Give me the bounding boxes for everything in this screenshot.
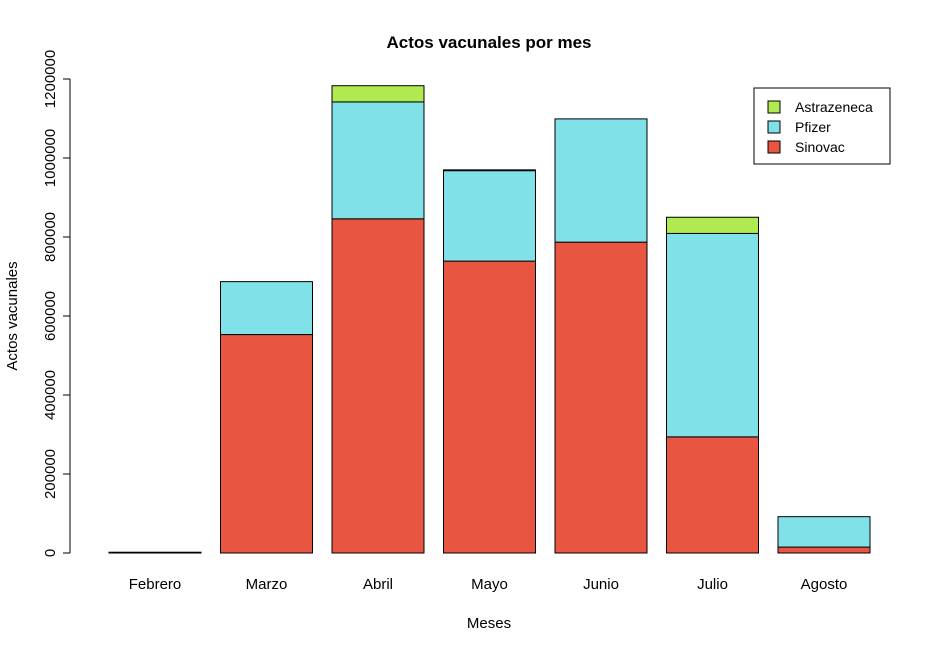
bar-pfizer-agosto — [777, 516, 871, 548]
legend: Astrazeneca Pfizer Sinovac — [753, 87, 891, 165]
x-tick-label: Marzo — [246, 576, 288, 593]
x-tick-label: Mayo — [471, 576, 508, 593]
y-axis: 0 200000 400000 600000 800000 1000000 1200000 — [42, 50, 71, 557]
legend-swatch-pfizer — [767, 120, 781, 134]
legend-label-sinovac: Sinovac — [795, 139, 845, 155]
bar-pfizer-abril — [331, 101, 425, 220]
x-tick-labels: Febrero Marzo Abril Mayo Junio Julio Agosto — [129, 576, 848, 593]
bar-sinovac-agosto — [777, 546, 871, 554]
bar-sinovac-abril — [331, 218, 425, 554]
legend-label-pfizer: Pfizer — [795, 119, 831, 135]
y-tick-label: 600000 — [42, 291, 59, 341]
bar-astrazeneca-julio — [666, 216, 759, 234]
bar-pfizer-junio — [554, 118, 648, 243]
x-axis-label: Meses — [467, 615, 511, 632]
legend-swatch-astrazeneca — [767, 100, 781, 114]
bar-pfizer-julio — [666, 232, 759, 438]
y-axis-label: Actos vacunales — [4, 261, 21, 370]
bar-sinovac-julio — [666, 436, 759, 554]
bar-astrazeneca-mayo — [443, 169, 536, 172]
y-tick-label: 400000 — [42, 370, 59, 420]
bar-sinovac-mayo — [443, 260, 536, 554]
x-tick-label: Agosto — [801, 576, 848, 593]
bar-sinovac-febrero — [108, 551, 202, 554]
bars-group — [108, 85, 871, 554]
bar-pfizer-mayo — [443, 170, 536, 262]
legend-label-astrazeneca: Astrazeneca — [795, 99, 873, 115]
x-tick-label: Julio — [697, 576, 728, 593]
x-tick-label: Febrero — [129, 576, 182, 593]
bar-pfizer-marzo — [220, 281, 313, 336]
bar-sinovac-junio — [554, 241, 648, 554]
y-tick-label: 1000000 — [42, 129, 59, 187]
x-tick-label: Abril — [363, 576, 393, 593]
y-tick-label: 0 — [42, 549, 59, 557]
y-tick-label: 800000 — [42, 212, 59, 262]
y-tick-label: 1200000 — [42, 50, 59, 108]
x-tick-label: Junio — [583, 576, 619, 593]
legend-swatch-sinovac — [767, 140, 781, 154]
bar-sinovac-marzo — [220, 334, 313, 554]
chart-title: Actos vacunales por mes — [386, 33, 591, 52]
bar-astrazeneca-abril — [331, 85, 425, 103]
y-tick-label: 200000 — [42, 449, 59, 499]
